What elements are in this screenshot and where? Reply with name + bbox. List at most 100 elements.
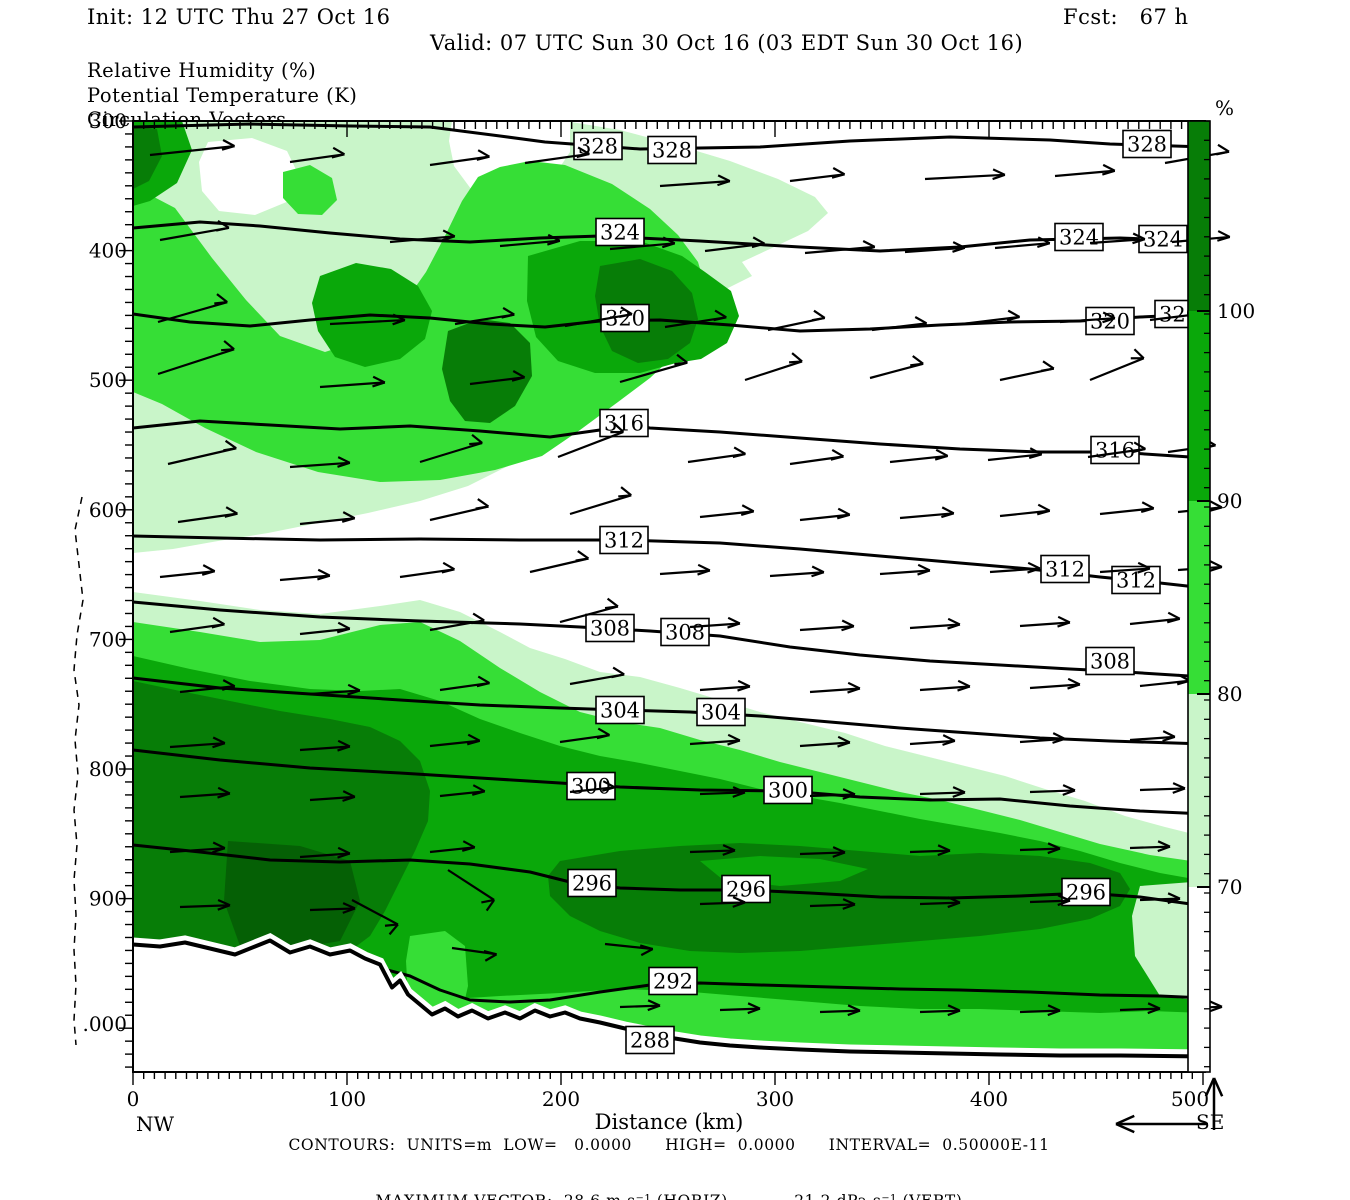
vector-arrowhead [212,736,226,745]
vector-arrowhead [714,309,727,319]
vector-arrowhead [947,617,961,626]
vector-arrowhead [941,506,955,515]
vector-arrowhead [575,557,589,562]
vector-arrowhead [221,348,235,352]
vector-arrow-shaft [309,795,355,802]
vector-arrow-shaft [149,145,235,157]
vector-arrowhead [914,316,928,325]
x-tick-label: 500 [1171,1087,1209,1111]
vector-arrowhead [217,898,231,907]
vector-arrowhead [1132,232,1146,241]
vector-arrowhead [1217,235,1231,242]
vector-arrow-shaft [604,942,653,951]
vector-arrowhead [1172,787,1186,794]
colorbar-band-rh80 [1188,501,1210,694]
vector-arrow-shaft [809,903,856,908]
vector-arrowhead [372,375,386,384]
vector-arrowhead [1047,847,1061,855]
vector-arrowhead [471,619,485,625]
vector-arrowhead [1140,507,1155,513]
y-tick-label: 900 [89,887,127,911]
contour-label-box [595,695,645,725]
vector-arrowhead [1217,230,1231,238]
contour-label-box [1054,222,1104,252]
vector-arrowhead [935,448,949,457]
vector-arrowhead [727,733,741,742]
vector-arrowhead [831,449,845,458]
contour-label-box [1085,306,1135,336]
vector-arrowhead [647,1004,661,1012]
vector-arrow-shaft [919,1009,961,1014]
vector-arrowhead [1057,894,1071,902]
vector-arrowhead [942,734,956,742]
vector-arrow-shaft [169,847,225,854]
vector-arrowhead [441,235,456,242]
colorbar-tick-label: 70 [1217,875,1242,899]
colorbar-band-rh100 [1188,121,1210,311]
contour-label-text: 288 [630,1029,670,1053]
init-time-label: Init: 12 UTC Thu 27 Oct 16 [87,5,391,29]
vector-arrowhead [830,455,844,461]
colorbar-band-rh70 [1188,694,1210,887]
vector-arrowhead [1037,503,1051,512]
vector-arrowhead [952,246,966,253]
contour-label-text: 328 [1127,133,1167,157]
vector-arrowhead [477,498,490,508]
vector-arrow-shaft [309,689,360,696]
dashed-zero-contour [73,496,84,1046]
vector-arrowhead [1133,348,1145,360]
rh-region-rh110 [224,841,360,951]
vector-arrow-shaft [159,570,215,579]
contour-label-text: 304 [600,699,640,723]
vector-arrowhead [337,456,351,464]
vector-arrowhead [661,242,676,249]
vector-arrow-shaft [569,494,632,516]
contour-label-box [1085,646,1135,676]
vector-arrow-shaft [557,430,624,459]
x-tick-label: 100 [328,1087,366,1111]
y-tick-label: .000 [82,1012,127,1036]
vector-arrowhead [547,233,561,242]
vector-arrowhead [215,226,230,232]
vector-arrowhead [717,174,731,183]
rh-region-rh100 [442,319,532,423]
vector-arrow-shaft [999,509,1050,518]
vector-arrowhead [476,155,490,161]
vector-arrow-shaft [169,742,225,749]
vector-arrowhead [221,145,235,151]
vector-arrow-shaft [429,739,480,748]
contour-label-box [625,1025,675,1055]
vector-arrowhead [732,896,746,904]
vector-arrow-shaft [689,622,740,629]
vector-arrowhead [337,745,351,752]
vector-arrowhead [1209,1000,1223,1008]
vector-arrowhead [832,167,846,176]
vector-arrowhead [384,923,399,927]
vector-arrowhead [1036,509,1051,516]
vector-arrow-shaft [871,322,927,332]
vector-arrow-shaft [809,793,856,798]
vector-arrowhead [811,571,825,578]
vector-arrowhead [342,907,356,914]
contour-label-text: 308 [590,617,630,641]
vector-arrow-shaft [1139,679,1190,688]
vector-arrowhead [1047,1004,1061,1012]
contour-label-box [567,868,617,898]
vector-arrowhead [477,149,490,158]
reference-vector-head [1212,1077,1224,1097]
vector-arrow-shaft [279,574,330,582]
vector-arrowhead [483,950,497,956]
contour-label-text: 308 [1090,650,1130,674]
colorbar-band-rh90 [1188,311,1210,501]
vector-arrow-shaft [179,904,231,909]
vector-arrow-shaft [699,791,746,796]
vector-arrowhead [1042,360,1055,370]
vector-arrowhead [472,612,485,622]
vector-arrowhead [957,679,971,688]
vector-arrow-shaft [699,510,754,519]
vector-arrowhead [1057,615,1071,624]
vector-arrow-shaft [157,301,228,324]
vector-arrowhead [861,245,876,252]
vector-arrow-shaft [744,360,803,382]
vector-arrow-shaft [909,623,960,630]
